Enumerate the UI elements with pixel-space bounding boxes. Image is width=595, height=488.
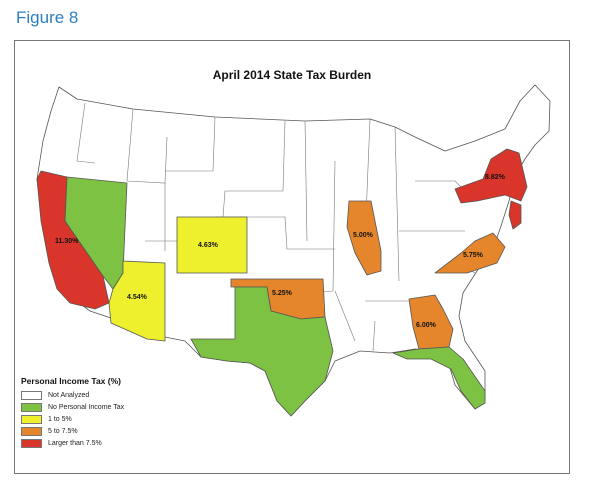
value-label-colorado: 4.63% (198, 242, 219, 249)
map-frame: April 2014 State Tax Burden (14, 40, 570, 474)
legend-label: No Personal Income Tax (48, 403, 125, 411)
state-arizona (108, 260, 166, 342)
legend-item: 1 to 5% (21, 413, 171, 425)
state-virginia (434, 232, 506, 274)
legend-label: 5 to 7.5% (48, 427, 78, 435)
legend-item: Not Analyzed (21, 389, 171, 401)
legend-label: Not Analyzed (48, 391, 90, 399)
state-georgia (408, 294, 454, 350)
map-title: April 2014 State Tax Burden (212, 68, 372, 82)
state-texas (190, 286, 334, 417)
legend-item: Larger than 7.5% (21, 437, 171, 449)
state-illinois (346, 200, 382, 276)
legend-swatch-not-analyzed (21, 390, 42, 400)
legend-swatch-mid (21, 426, 42, 436)
value-label-georgia: 6.00% (416, 322, 437, 329)
value-label-oklahoma: 5.25% (272, 290, 293, 297)
us-map: 11.30% 4.54% 4.63% 5.25% 5.00% 6.00% 5.7… (36, 84, 551, 417)
legend-swatch-no-tax (21, 402, 42, 412)
value-label-california: 11.30% (55, 238, 79, 245)
value-label-new-york: 8.82% (485, 174, 506, 181)
legend-title: Personal Income Tax (%) (21, 376, 121, 386)
state-colorado (176, 216, 248, 274)
state-florida (392, 346, 486, 410)
value-label-arizona: 4.54% (127, 294, 148, 301)
legend-swatch-high (21, 438, 42, 448)
legend-label: 1 to 5% (48, 415, 72, 423)
legend-swatch-low (21, 414, 42, 424)
legend-label: Larger than 7.5% (48, 439, 102, 447)
state-california (36, 170, 110, 310)
state-new-jersey (508, 200, 522, 230)
value-label-illinois: 5.00% (353, 232, 374, 239)
value-label-virginia: 5.75% (463, 252, 484, 259)
legend-item: 5 to 7.5% (21, 425, 171, 437)
legend: Personal Income Tax (%) Not Analyzed No … (21, 376, 171, 449)
state-new-york (454, 148, 528, 204)
legend-item: No Personal Income Tax (21, 401, 171, 413)
figure-label: Figure 8 (16, 8, 79, 27)
